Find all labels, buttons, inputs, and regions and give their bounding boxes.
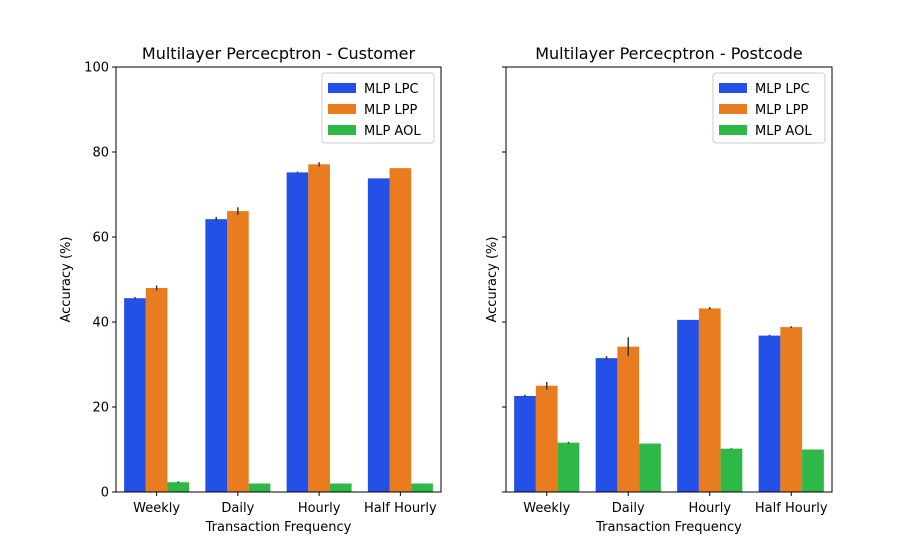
bar	[389, 168, 412, 492]
bar	[535, 385, 558, 492]
bar	[167, 482, 190, 492]
bar	[205, 219, 228, 492]
legend-swatch	[719, 83, 747, 93]
bar	[411, 483, 433, 492]
bar	[758, 335, 781, 492]
x-tick-label: Half Hourly	[364, 501, 437, 516]
bar	[227, 211, 249, 492]
legend-label: MLP LPC	[755, 82, 810, 97]
y-tick-label: 60	[92, 231, 109, 246]
y-tick-label: 0	[101, 486, 109, 501]
subplot-2: Weekly Daily Hourly Half Hourly Multilayer P…	[485, 44, 833, 535]
x-tick-label: Hourly	[298, 501, 341, 516]
legend-label: MLP LPP	[755, 103, 809, 118]
x-tick-label: Half Hourly	[755, 501, 828, 516]
bar	[617, 346, 640, 492]
legend-swatch	[719, 125, 747, 135]
legend-swatch	[328, 125, 356, 135]
bar	[698, 308, 721, 492]
y-axis-label: Accuracy (%)	[59, 237, 74, 323]
bar	[780, 327, 803, 492]
chart-title: Multilayer Percecptron - Postcode	[535, 44, 803, 63]
bar	[720, 448, 743, 492]
x-tick-label: Daily	[221, 501, 254, 516]
bar	[677, 319, 699, 492]
x-tick-label: Weekly	[523, 501, 570, 516]
bar	[557, 442, 580, 492]
legend: MLP LPC MLP LPP MLP AOL	[712, 72, 826, 144]
bar	[286, 172, 309, 492]
bar	[248, 483, 271, 492]
y-tick-label: 40	[92, 316, 109, 331]
x-tick-label: Weekly	[133, 501, 180, 516]
legend-label: MLP LPP	[364, 103, 418, 118]
chart-title: Multilayer Percecptron - Customer	[142, 44, 416, 63]
x-axis-label: Transaction Frequency	[205, 520, 352, 535]
bar	[514, 395, 536, 492]
bar	[595, 358, 618, 492]
y-tick-label: 20	[92, 401, 109, 416]
legend-label: MLP LPC	[364, 82, 419, 97]
y-tick-label: 100	[84, 61, 109, 76]
axes-frame	[505, 66, 833, 493]
bar	[308, 164, 330, 492]
x-tick-label: Hourly	[688, 501, 731, 516]
legend-swatch	[328, 104, 356, 114]
x-tick-label: Daily	[612, 501, 645, 516]
bar	[802, 449, 824, 492]
x-axis-label: Transaction Frequency	[595, 520, 742, 535]
axes-frame	[115, 66, 442, 493]
legend: MLP LPC MLP LPP MLP AOL	[321, 72, 435, 144]
bar	[329, 483, 352, 492]
legend-swatch	[719, 104, 747, 114]
y-tick-label: 80	[92, 146, 109, 161]
legend-label: MLP AOL	[364, 124, 421, 139]
bar	[145, 288, 168, 492]
bar	[367, 178, 390, 492]
legend-label: MLP AOL	[755, 124, 812, 139]
legend-swatch	[328, 83, 356, 93]
bar	[124, 298, 146, 492]
bar	[639, 443, 661, 492]
y-axis-label: Accuracy (%)	[485, 237, 500, 323]
subplot-1: 0 20 40 60 80 100 Weekly Daily Hourly Half Hourly…	[59, 44, 442, 535]
